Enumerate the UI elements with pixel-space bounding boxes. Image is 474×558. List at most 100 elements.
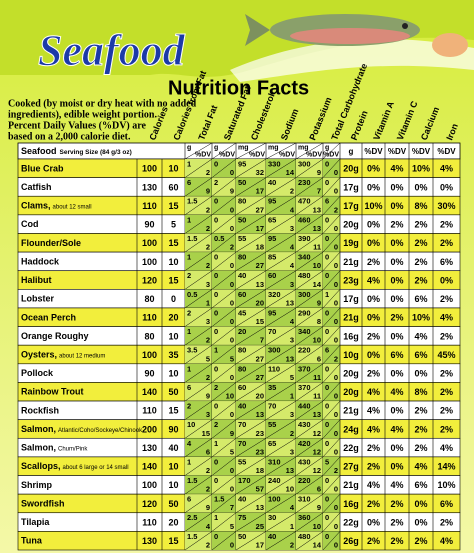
value: 10 (168, 164, 178, 174)
diagonal (295, 344, 324, 365)
percent-dv: 17 (256, 224, 264, 233)
value: 4% (390, 424, 403, 434)
row-name: Rockfish (21, 406, 59, 416)
value: 17g (343, 294, 359, 304)
value: 130 (142, 182, 157, 192)
percent-dv: 18 (256, 243, 264, 252)
percent-dv: 27 (256, 373, 264, 382)
value: 110 (142, 201, 157, 211)
diagonal (295, 382, 324, 402)
value: 10% (364, 201, 382, 211)
food-name: Scallops, (21, 462, 61, 472)
value: 20g (343, 387, 359, 397)
percent-dv: 14 (313, 280, 322, 289)
amount: 300 (298, 290, 311, 299)
percent-dv: 15 (202, 429, 210, 438)
percent-dv: 11 (313, 392, 321, 401)
diagonal (235, 233, 267, 253)
amount: 0 (325, 215, 329, 224)
value: 10% (412, 164, 430, 174)
diagonal (211, 475, 237, 495)
value: 2% (414, 406, 427, 416)
amount: 2 (187, 402, 191, 411)
percent-dv: 2 (334, 466, 338, 475)
diagonal (265, 363, 297, 383)
percent-dv: 0 (230, 485, 234, 494)
percent-dv: 7 (230, 503, 234, 512)
percent-dv: 4 (290, 261, 295, 270)
diagonal (295, 438, 324, 458)
amount: 55 (238, 234, 246, 243)
subtitle: Nutrition Facts (168, 77, 309, 99)
amount: 80 (238, 197, 246, 206)
value: 0% (440, 275, 453, 285)
value: 22g (343, 443, 359, 453)
value: 4% (414, 462, 427, 472)
value: 0% (414, 499, 427, 509)
diagonal (322, 307, 341, 327)
unit: g (349, 147, 354, 156)
value: 120 (142, 499, 157, 509)
percent-dv: 0 (334, 224, 338, 233)
value: 20 (168, 517, 178, 527)
intro-line: based on a 2,000 calorie diet. (8, 131, 131, 142)
amount: 0 (214, 476, 218, 485)
diagonal (322, 493, 341, 513)
diagonal (235, 142, 267, 160)
amount: 460 (298, 215, 311, 224)
diagonal (235, 512, 267, 532)
amount: 1.5 (187, 476, 197, 485)
diagonal (211, 438, 237, 458)
diagonal (211, 400, 237, 420)
row-name: Cod (21, 220, 39, 230)
diagonal (295, 493, 324, 513)
amount: 0 (325, 532, 329, 541)
value: 90 (168, 424, 178, 434)
value: 10% (412, 313, 430, 323)
percent-dv: 0 (334, 447, 338, 456)
percent-dv: 0 (334, 485, 338, 494)
value: 0% (367, 238, 380, 248)
value: 14% (437, 462, 455, 472)
value: 4% (440, 536, 453, 546)
diagonal (235, 289, 267, 309)
value: 2% (440, 368, 453, 378)
amount: 50 (238, 532, 246, 541)
diagonal (211, 142, 237, 160)
unit: mg (298, 144, 309, 151)
value: 50 (168, 387, 178, 397)
amount: 1.5 (187, 532, 197, 541)
value: 2% (414, 424, 427, 434)
diagonal (322, 196, 341, 216)
percent-dv: 1 (206, 298, 210, 307)
food-name: Oysters, (21, 350, 57, 360)
diagonal (265, 142, 297, 160)
value: 10 (168, 462, 178, 472)
amount: 45 (238, 308, 246, 317)
food-name: Salmon, (21, 424, 56, 434)
percent-dv: 2 (290, 187, 294, 196)
diagonal (322, 345, 341, 364)
food-name: Cod (21, 220, 39, 230)
value: 100 (142, 238, 157, 248)
diagonal (184, 419, 213, 439)
value: 21g (343, 480, 359, 490)
percent-dv: 27 (256, 261, 264, 270)
food-name: Ocean Perch (21, 313, 76, 323)
amount: 340 (298, 327, 311, 336)
value: 4% (367, 275, 380, 285)
amount: 1 (187, 159, 191, 168)
amount: 0 (214, 290, 218, 299)
amount: 2.5 (187, 513, 197, 522)
value: 2% (440, 406, 453, 416)
value: 15 (168, 536, 178, 546)
value: 140 (142, 462, 157, 472)
value: 17g (343, 182, 359, 192)
percent-dv: 2 (230, 243, 234, 252)
amount: 95 (268, 197, 276, 206)
percent-dv: 17 (256, 540, 264, 549)
diagonal (211, 196, 237, 216)
percent-dv: 2 (334, 354, 338, 363)
diagonal (265, 456, 297, 476)
amount: 6 (325, 346, 329, 355)
